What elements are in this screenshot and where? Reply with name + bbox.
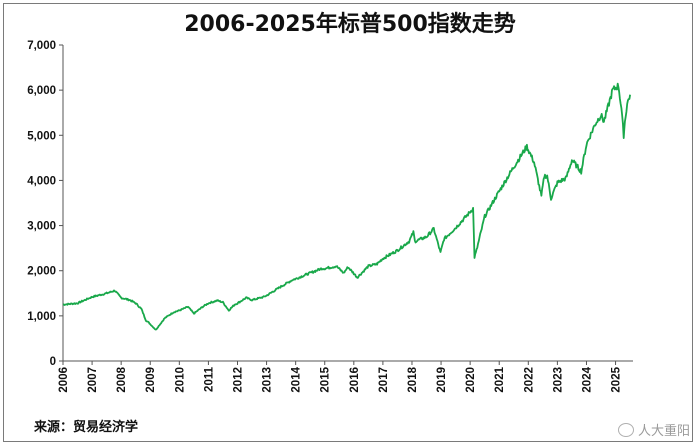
y-tick-label: 3,000 — [27, 221, 56, 233]
x-tick-label: 2020 — [465, 367, 477, 393]
y-tick-label: 1,000 — [27, 311, 56, 323]
x-tick-label: 2018 — [407, 366, 419, 392]
x-tick-label: 2016 — [349, 367, 361, 393]
y-tick-label: 2,000 — [27, 266, 56, 278]
y-tick-label: 0 — [50, 356, 56, 368]
x-tick-label: 2025 — [611, 366, 623, 392]
x-tick-labels: 2006 2007 2008 2009 2010 2011 2012 2013 2014 2015… — [58, 366, 623, 392]
x-tick-label: 2012 — [232, 367, 244, 393]
x-tick-label: 2023 — [552, 367, 564, 393]
series-line — [62, 82, 631, 331]
x-tick-label: 2011 — [203, 366, 215, 392]
y-tick-label: 5,000 — [27, 130, 56, 142]
x-tick-label: 2021 — [494, 366, 506, 392]
x-tick-label: 2010 — [174, 367, 186, 393]
y-tick-label: 4,000 — [27, 175, 56, 187]
source-note: 来源：贸易经济学 — [34, 420, 139, 435]
x-tick-label: 2007 — [87, 367, 99, 393]
y-tick-label: 6,000 — [27, 85, 56, 97]
weibo-icon — [617, 422, 634, 437]
axes — [59, 44, 633, 365]
watermark: 人大重阳 — [617, 420, 690, 439]
x-tick-label: 2017 — [378, 367, 390, 393]
x-tick-label: 2008 — [116, 366, 128, 392]
y-tick-label: 7,000 — [27, 40, 56, 52]
x-tick-label: 2024 — [581, 366, 593, 392]
x-tick-label: 2019 — [436, 367, 448, 393]
x-tick-label: 2006 — [58, 367, 70, 393]
x-tick-label: 2013 — [262, 367, 274, 393]
watermark-text: 人大重阳 — [637, 424, 690, 439]
x-tick-label: 2022 — [523, 367, 535, 393]
x-tick-label: 2014 — [291, 366, 303, 392]
chart-title: 2006-2025年标普500指数走势 — [184, 12, 516, 37]
y-tick-labels: 0 1,000 2,000 3,000 4,000 5,000 6,000 7,000 — [27, 40, 56, 368]
x-tick-label: 2015 — [320, 366, 332, 392]
chart-frame — [3, 3, 693, 442]
x-tick-label: 2009 — [145, 367, 157, 393]
